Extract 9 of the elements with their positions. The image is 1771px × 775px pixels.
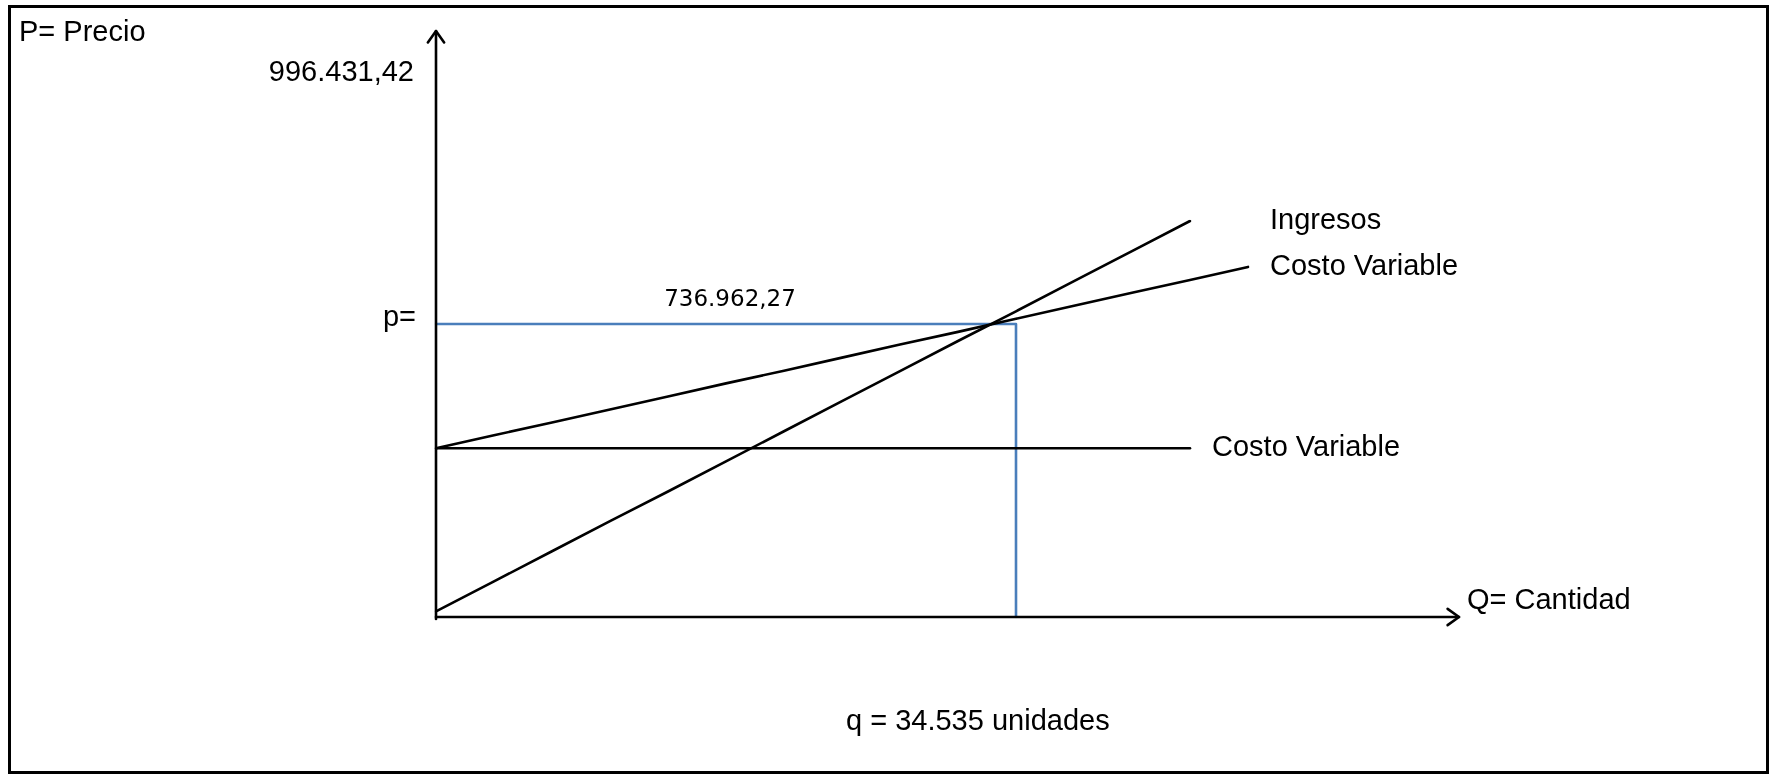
text: q = 34.535 unidades xyxy=(846,704,1110,736)
text: P= Precio xyxy=(19,15,146,47)
series-label: Costo Variable xyxy=(1212,430,1401,463)
series-label: Costo Variable xyxy=(1270,248,1459,281)
text: 996.431,42 xyxy=(268,55,414,87)
text: Ingresos xyxy=(1270,203,1382,235)
annotation: 736.962,27 xyxy=(664,284,796,311)
x-axis-title: Q= Cantidad xyxy=(1467,583,1631,615)
text: p= xyxy=(382,300,416,332)
